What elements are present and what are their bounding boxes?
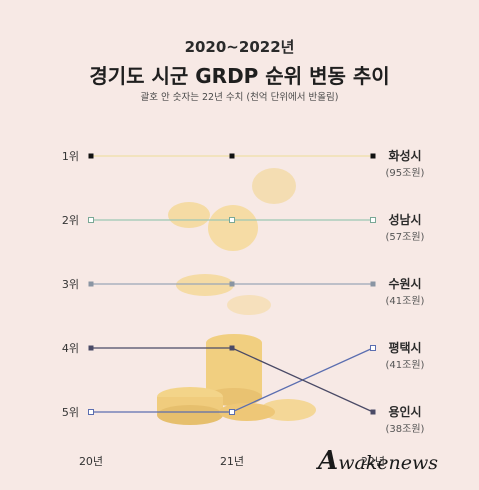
series-point <box>370 281 376 287</box>
chart-title: 경기도 시군 GRDP 순위 변동 추이 <box>89 64 390 88</box>
series-point <box>229 153 235 159</box>
y-tick-label: 1위 <box>62 150 79 163</box>
x-tick-label: 20년 <box>79 455 103 468</box>
coin-illustration <box>157 168 316 425</box>
series-value-label: (41조원) <box>386 359 425 371</box>
series-point <box>370 409 376 415</box>
series-point <box>229 281 235 287</box>
series-name-label: 평택시 <box>388 340 421 355</box>
y-tick-label: 3위 <box>62 278 79 291</box>
series-point <box>370 345 376 351</box>
series-name-label: 용인시 <box>388 404 421 419</box>
series-point <box>229 409 235 415</box>
series-name-label: 수원시 <box>388 277 421 291</box>
series-value-label: (95조원) <box>386 167 425 179</box>
series-point <box>88 153 94 159</box>
chart-subtitle-years: 2020~2022년 <box>184 38 295 56</box>
watermark-text: wakenews <box>338 452 439 474</box>
series-value-label: (41조원) <box>386 295 425 307</box>
series-name-label: 성남시 <box>388 212 421 227</box>
series-point <box>229 345 235 351</box>
series-name-label: 화성시 <box>388 148 421 163</box>
chart-note: 괄호 안 숫자는 22년 수치 (천억 단위에서 반올림) <box>140 92 339 103</box>
series-point <box>88 217 94 223</box>
series-point <box>88 409 94 415</box>
y-tick-label: 2위 <box>62 214 79 227</box>
awakenews-watermark: Awakenews <box>318 446 438 476</box>
series-point <box>88 345 94 351</box>
series-value-label: (38조원) <box>386 423 425 435</box>
watermark-logo-letter: A <box>318 446 339 476</box>
y-tick-label: 4위 <box>62 342 79 355</box>
x-tick-label: 22년 <box>361 455 385 468</box>
y-tick-label: 5위 <box>62 406 79 419</box>
series-point <box>88 281 94 287</box>
series-value-label: (57조원) <box>386 231 425 243</box>
series-point <box>229 217 235 223</box>
series-point <box>370 153 376 159</box>
series-point <box>370 217 376 223</box>
x-tick-label: 21년 <box>220 455 244 468</box>
